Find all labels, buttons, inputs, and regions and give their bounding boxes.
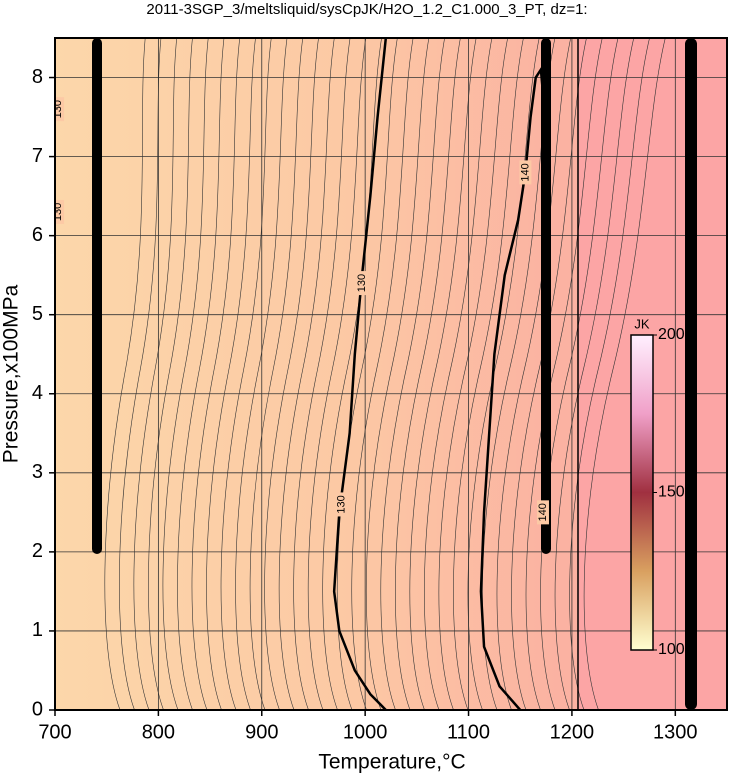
thin-contour <box>438 38 508 710</box>
y-tick-label: 1 <box>32 619 43 641</box>
colorbar-scale <box>630 334 654 651</box>
y-tick-label: 6 <box>32 224 43 246</box>
contour-label-bg <box>55 199 65 224</box>
thin-contour <box>148 38 193 710</box>
thin-contour <box>540 38 619 710</box>
thin-contour <box>409 38 477 710</box>
thin-contour <box>569 38 650 710</box>
contour-label-bg <box>536 500 549 525</box>
thin-contour <box>365 38 430 710</box>
chart-title: 2011-3SGP_3/meltsliquid/sysCpJK/H2O_1.2_… <box>146 1 587 18</box>
y-tick-label: 4 <box>32 382 43 404</box>
thin-contour <box>220 38 272 710</box>
x-tick-label: 1300 <box>653 721 698 743</box>
dense-contours <box>541 38 551 554</box>
thin-contour <box>467 38 540 710</box>
contour-label-bg <box>356 271 369 296</box>
thin-contour <box>278 38 335 710</box>
thin-contour <box>119 38 162 710</box>
thin-contour <box>322 38 382 710</box>
contour-label: 130 <box>52 203 64 221</box>
thin-contour <box>104 38 146 710</box>
plot-area: 130 130 130 130 140 140 <box>52 38 727 710</box>
y-tick-label: 8 <box>32 66 43 88</box>
thin-contour <box>525 38 603 710</box>
thin-contour <box>206 38 256 710</box>
thin-contour <box>293 38 351 710</box>
contour-label: 140 <box>519 163 531 181</box>
dense-contours <box>685 38 697 710</box>
thin-contour <box>249 38 304 710</box>
y-axis-label: Pressure,x100MPa <box>0 284 23 463</box>
labeled-contours: 130 130 130 130 140 140 <box>52 38 549 710</box>
thin-contour <box>133 38 178 710</box>
colorbar-label: JK <box>634 316 650 331</box>
thin-contour <box>307 38 367 710</box>
thin-contour <box>496 38 572 710</box>
x-tick-label: 1100 <box>447 721 490 743</box>
contour-label-bg <box>55 97 65 122</box>
thin-contour <box>191 38 241 710</box>
thin-contour <box>235 38 288 710</box>
grid <box>55 38 727 710</box>
y-tick-label: 2 <box>32 540 43 562</box>
thin-contour <box>511 38 587 710</box>
thin-contour <box>554 38 635 710</box>
colorbar-tick-label: 100 <box>658 641 685 658</box>
colorbar-tick-label: 200 <box>658 326 685 343</box>
thin-contour <box>351 38 414 710</box>
contour-label-bg <box>519 160 532 185</box>
contour-line <box>479 65 545 710</box>
axes: 700 800 900 1000 1100 1200 1300 0 1 2 3 4 5 6 7 8 <box>32 66 698 743</box>
dense-contours <box>92 38 102 554</box>
thin-contour <box>177 38 225 710</box>
x-tick-label: 700 <box>38 721 71 743</box>
x-tick-label: 800 <box>142 721 175 743</box>
contour-label: 130 <box>335 495 347 513</box>
x-tick-label: 900 <box>245 721 278 743</box>
contour-label-bg <box>335 492 348 517</box>
x-tick-label: 1200 <box>550 721 595 743</box>
contour-label: 130 <box>356 274 368 292</box>
y-tick-label: 3 <box>32 461 43 483</box>
contour-label: 130 <box>52 100 64 118</box>
y-tick-label: 5 <box>32 303 43 325</box>
contour-label: 140 <box>537 503 549 521</box>
thin-contour <box>395 38 461 710</box>
colorbar-tick-label: 150 <box>658 484 685 501</box>
x-axis-label: Temperature,°C <box>318 751 465 774</box>
x-tick-label: 1000 <box>343 721 388 743</box>
colorbar: JK 100 150 200 <box>630 316 685 658</box>
thin-contour <box>264 38 319 710</box>
thin-contour <box>380 38 445 710</box>
y-tick-label: 7 <box>32 145 43 167</box>
y-tick-label: 0 <box>32 698 43 720</box>
thin-contour <box>162 38 209 710</box>
plot-frame <box>54 37 728 711</box>
contour-line <box>332 38 388 710</box>
thin-contour <box>424 38 493 710</box>
contour-lines <box>104 38 666 710</box>
thin-contour <box>453 38 524 710</box>
thin-contour <box>583 38 666 710</box>
